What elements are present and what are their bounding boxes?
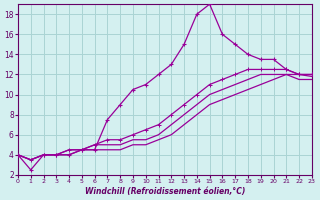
X-axis label: Windchill (Refroidissement éolien,°C): Windchill (Refroidissement éolien,°C)	[85, 187, 245, 196]
